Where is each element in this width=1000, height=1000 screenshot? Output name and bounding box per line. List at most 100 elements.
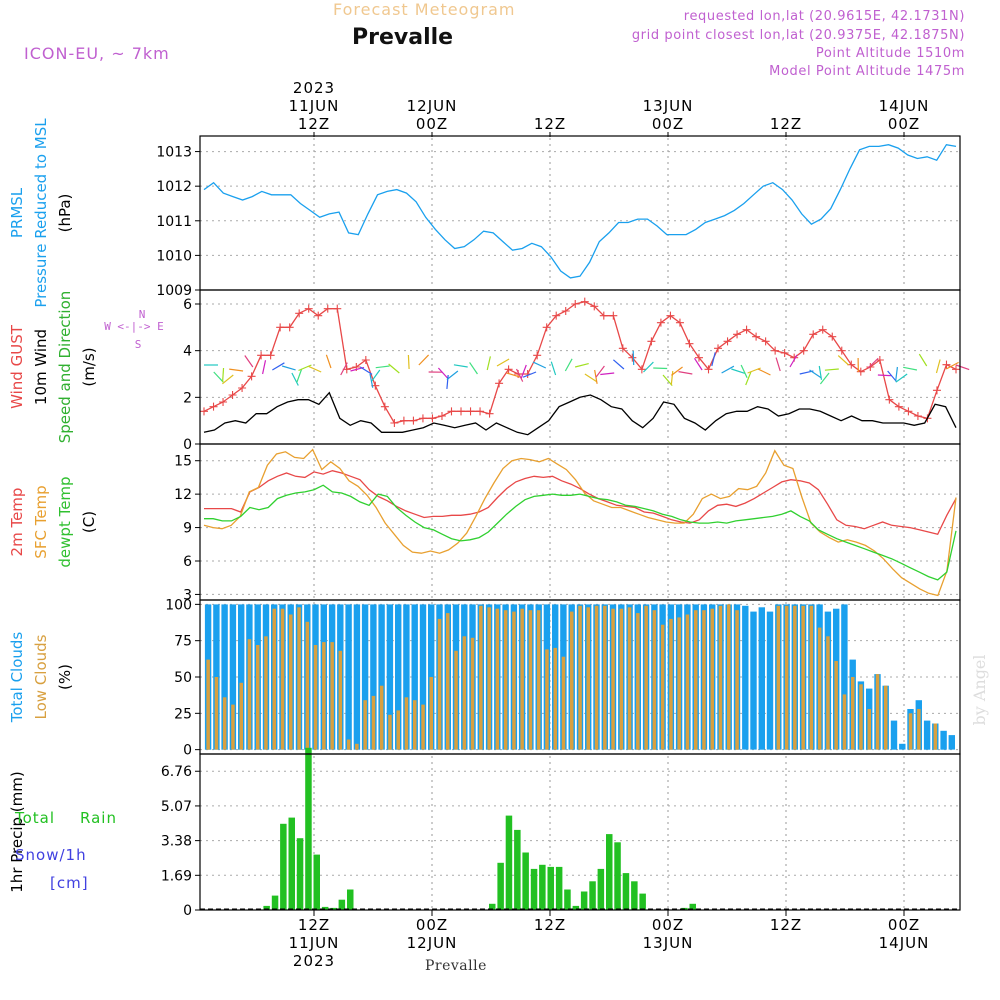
gust-marker bbox=[942, 360, 951, 369]
gust-marker bbox=[295, 309, 304, 318]
bar-low-clouds bbox=[727, 604, 731, 750]
wind-arrow bbox=[469, 362, 478, 375]
panel-frame bbox=[199, 753, 961, 911]
axis-label: (hPa) bbox=[56, 194, 74, 233]
bar-total-rain bbox=[589, 881, 596, 910]
gust-marker bbox=[361, 356, 370, 364]
wind-arrow bbox=[506, 372, 521, 378]
bar-low-clouds bbox=[239, 682, 243, 750]
time-label-top: 00Z bbox=[888, 115, 920, 133]
bar-low-clouds bbox=[413, 700, 417, 750]
wind-arrow bbox=[643, 361, 654, 373]
gust-marker bbox=[304, 304, 313, 313]
bar-low-clouds bbox=[479, 605, 483, 750]
gust-marker bbox=[504, 365, 513, 374]
wind-arrow bbox=[632, 350, 635, 366]
bar-total-rain bbox=[522, 852, 529, 910]
wind-arrow bbox=[775, 357, 781, 372]
y-tick-label: 100 bbox=[165, 597, 192, 613]
gust-marker bbox=[285, 323, 294, 332]
gust-marker bbox=[428, 414, 437, 423]
wind-arrow bbox=[407, 354, 410, 370]
y-tick-label: 1011 bbox=[156, 214, 192, 230]
wind-arrow bbox=[222, 374, 234, 385]
bar-low-clouds bbox=[867, 709, 871, 750]
bar-total-rain bbox=[689, 903, 696, 910]
bar-low-clouds bbox=[305, 621, 310, 750]
bar-total-clouds bbox=[403, 604, 410, 750]
time-label-bottom: 12Z bbox=[298, 916, 330, 934]
gust-marker bbox=[799, 346, 808, 355]
bar-low-clouds bbox=[702, 610, 706, 750]
bar-low-clouds bbox=[487, 607, 491, 750]
wind-arrow bbox=[740, 364, 748, 378]
gust-marker bbox=[780, 349, 789, 357]
bar-low-clouds bbox=[264, 636, 268, 750]
bar-low-clouds bbox=[611, 608, 615, 750]
axis-label: SFC Temp bbox=[32, 485, 50, 558]
bar-total-rain bbox=[489, 903, 496, 910]
time-label-bottom: 11JUN bbox=[289, 934, 340, 952]
bar-total-rain bbox=[530, 868, 538, 910]
time-label-top: 00Z bbox=[416, 115, 448, 133]
gust-marker bbox=[742, 325, 751, 334]
wind-arrow bbox=[574, 363, 589, 368]
wind-arrow bbox=[496, 358, 510, 367]
bar-total-rain bbox=[280, 823, 287, 910]
bar-total-rain bbox=[514, 829, 521, 910]
y-tick-label: 1010 bbox=[156, 248, 192, 264]
bar-low-clouds bbox=[603, 605, 607, 750]
bar-total-clouds bbox=[940, 730, 947, 750]
gust-marker bbox=[590, 302, 599, 311]
bar-total-clouds bbox=[841, 604, 848, 750]
precip-legend: Total bbox=[14, 809, 55, 827]
model-label: ICON-EU, ~ 7km bbox=[24, 44, 170, 63]
bar-low-clouds bbox=[553, 647, 557, 750]
point-altitude: Point Altitude 1510m bbox=[815, 46, 965, 61]
wind-arrow bbox=[515, 368, 524, 382]
gust-marker bbox=[675, 318, 684, 327]
bar-low-clouds bbox=[776, 605, 781, 750]
footer-location: Prevalle bbox=[425, 958, 487, 974]
wind-arrow bbox=[895, 373, 908, 383]
axis-label: Low Clouds bbox=[32, 634, 50, 719]
wind-arrow bbox=[520, 364, 527, 379]
gust-marker bbox=[323, 304, 332, 313]
wind-arrow bbox=[809, 369, 822, 379]
bar-total-clouds bbox=[238, 604, 245, 750]
bar-low-clouds bbox=[669, 618, 673, 750]
y-tick-label: 6.76 bbox=[161, 764, 192, 780]
gust-marker bbox=[904, 407, 913, 416]
y-tick-label: 15 bbox=[174, 454, 192, 470]
bar-low-clouds bbox=[454, 650, 458, 750]
gust-marker bbox=[200, 407, 208, 416]
wind-arrow bbox=[291, 372, 299, 386]
bar-low-clouds bbox=[570, 611, 574, 750]
chart-title: Forecast Meteogram bbox=[333, 0, 516, 19]
wind-arrow bbox=[945, 361, 959, 370]
bar-low-clouds bbox=[875, 674, 880, 750]
bar-total-clouds bbox=[353, 604, 361, 750]
bar-low-clouds bbox=[627, 607, 632, 750]
wind-arrow bbox=[711, 352, 716, 367]
bar-low-clouds bbox=[859, 684, 863, 750]
bar-low-clouds bbox=[710, 608, 714, 750]
bar-low-clouds bbox=[561, 656, 566, 750]
bar-low-clouds bbox=[355, 743, 359, 750]
wind-arrow bbox=[877, 374, 892, 377]
time-label-top: 12JUN bbox=[407, 97, 458, 115]
bar-low-clouds bbox=[231, 704, 235, 750]
axis-label: dewpt Temp bbox=[56, 476, 74, 567]
gust-marker bbox=[580, 297, 589, 306]
wind-arrow bbox=[584, 373, 597, 383]
wind-arrow bbox=[325, 354, 332, 369]
gust-marker bbox=[723, 337, 732, 346]
wind-arrow bbox=[613, 359, 625, 370]
gust-marker bbox=[932, 386, 941, 395]
gust-marker bbox=[666, 311, 675, 320]
bar-low-clouds bbox=[694, 610, 698, 750]
bar-low-clouds bbox=[851, 677, 855, 750]
gust-marker bbox=[809, 330, 818, 339]
bar-total-rain bbox=[305, 747, 312, 910]
